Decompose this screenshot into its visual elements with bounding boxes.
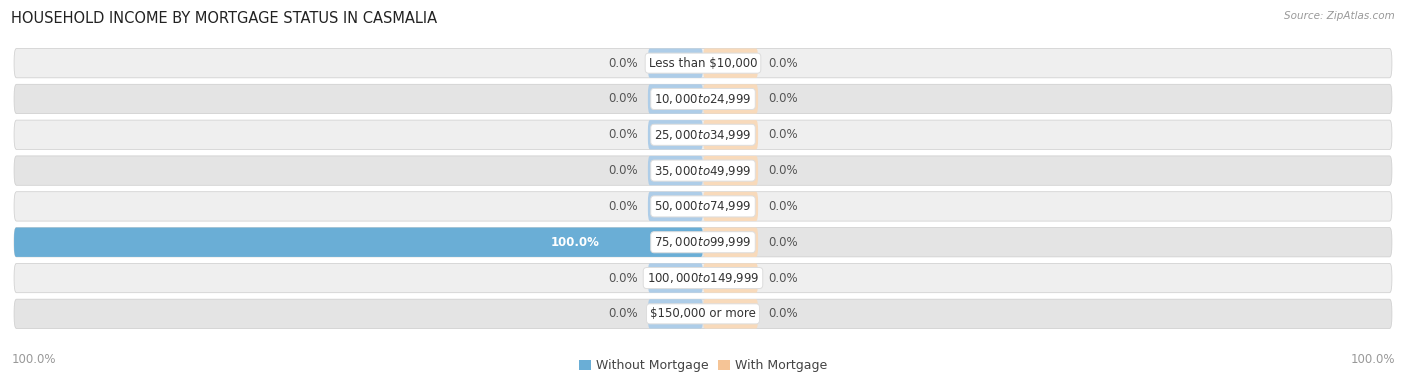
Text: $50,000 to $74,999: $50,000 to $74,999: [654, 199, 752, 213]
FancyBboxPatch shape: [703, 228, 758, 257]
Text: 0.0%: 0.0%: [769, 92, 799, 106]
FancyBboxPatch shape: [703, 49, 758, 78]
FancyBboxPatch shape: [648, 192, 703, 221]
FancyBboxPatch shape: [703, 156, 758, 185]
FancyBboxPatch shape: [14, 228, 703, 257]
FancyBboxPatch shape: [14, 192, 1392, 221]
Text: 0.0%: 0.0%: [607, 128, 637, 141]
Text: $10,000 to $24,999: $10,000 to $24,999: [654, 92, 752, 106]
Text: Source: ZipAtlas.com: Source: ZipAtlas.com: [1284, 11, 1395, 21]
Text: 0.0%: 0.0%: [769, 236, 799, 249]
Text: 0.0%: 0.0%: [769, 128, 799, 141]
Text: 0.0%: 0.0%: [769, 57, 799, 70]
Text: 0.0%: 0.0%: [607, 271, 637, 285]
Text: 0.0%: 0.0%: [769, 307, 799, 320]
Text: Less than $10,000: Less than $10,000: [648, 57, 758, 70]
Text: 100.0%: 100.0%: [1350, 353, 1395, 366]
Text: 100.0%: 100.0%: [551, 236, 599, 249]
Text: 100.0%: 100.0%: [11, 353, 56, 366]
Text: 0.0%: 0.0%: [607, 307, 637, 320]
FancyBboxPatch shape: [648, 120, 703, 149]
Text: 0.0%: 0.0%: [769, 271, 799, 285]
Text: 0.0%: 0.0%: [769, 164, 799, 177]
FancyBboxPatch shape: [14, 84, 1392, 113]
FancyBboxPatch shape: [648, 84, 703, 113]
FancyBboxPatch shape: [703, 84, 758, 113]
Text: 0.0%: 0.0%: [607, 200, 637, 213]
FancyBboxPatch shape: [14, 299, 1392, 328]
FancyBboxPatch shape: [703, 264, 758, 293]
FancyBboxPatch shape: [14, 49, 1392, 78]
Text: 0.0%: 0.0%: [769, 200, 799, 213]
Text: $100,000 to $149,999: $100,000 to $149,999: [647, 271, 759, 285]
FancyBboxPatch shape: [703, 120, 758, 149]
FancyBboxPatch shape: [14, 156, 1392, 185]
Text: 0.0%: 0.0%: [607, 92, 637, 106]
FancyBboxPatch shape: [648, 156, 703, 185]
FancyBboxPatch shape: [14, 264, 1392, 293]
FancyBboxPatch shape: [648, 49, 703, 78]
Text: $35,000 to $49,999: $35,000 to $49,999: [654, 164, 752, 178]
FancyBboxPatch shape: [703, 192, 758, 221]
Legend: Without Mortgage, With Mortgage: Without Mortgage, With Mortgage: [574, 354, 832, 377]
FancyBboxPatch shape: [14, 120, 1392, 149]
Text: $25,000 to $34,999: $25,000 to $34,999: [654, 128, 752, 142]
Text: $150,000 or more: $150,000 or more: [650, 307, 756, 320]
FancyBboxPatch shape: [648, 299, 703, 328]
FancyBboxPatch shape: [648, 264, 703, 293]
Text: 0.0%: 0.0%: [607, 57, 637, 70]
Text: 0.0%: 0.0%: [607, 164, 637, 177]
FancyBboxPatch shape: [14, 228, 1392, 257]
Text: $75,000 to $99,999: $75,000 to $99,999: [654, 235, 752, 249]
FancyBboxPatch shape: [703, 299, 758, 328]
Text: HOUSEHOLD INCOME BY MORTGAGE STATUS IN CASMALIA: HOUSEHOLD INCOME BY MORTGAGE STATUS IN C…: [11, 11, 437, 26]
